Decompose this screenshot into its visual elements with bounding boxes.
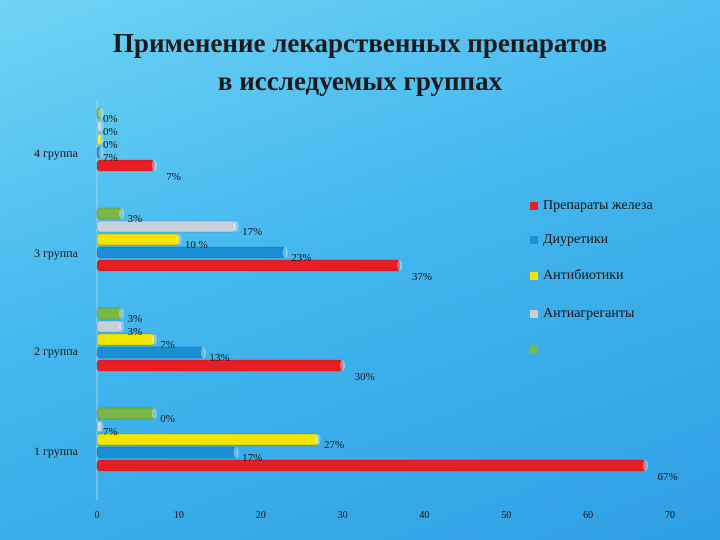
bar [96, 320, 122, 333]
bar [96, 359, 343, 372]
legend-swatch [530, 345, 538, 354]
data-label: 7% [160, 339, 175, 351]
bar [96, 133, 102, 146]
legend-label: Антиагреганты [543, 306, 635, 321]
bar [96, 433, 319, 446]
bar-end-cap [642, 460, 648, 471]
legend-swatch [530, 235, 538, 244]
x-tick-label: 60 [583, 510, 593, 521]
bar [96, 107, 102, 120]
bar-end-cap [151, 334, 157, 345]
data-label: 3% [128, 213, 143, 225]
bar-end-cap [98, 147, 104, 158]
legend-item: Антиагреганты [530, 306, 634, 322]
bar [96, 459, 646, 472]
bar-end-cap [200, 347, 206, 358]
data-label-end: 67% [657, 471, 677, 483]
bar [96, 407, 155, 420]
bar [96, 159, 155, 172]
data-label: 17% [242, 452, 262, 464]
data-label: 7% [103, 426, 118, 438]
data-label: 13% [209, 352, 229, 364]
data-label-end: 37% [412, 271, 432, 283]
data-label: 10 % [185, 239, 208, 251]
bar [96, 233, 180, 246]
legend-swatch [530, 309, 538, 318]
bar [96, 346, 204, 359]
bar-end-cap [98, 121, 104, 132]
bar [96, 146, 102, 159]
x-tick-label: 0 [95, 510, 100, 521]
legend-label: Диуретики [543, 232, 609, 247]
bar [96, 446, 237, 459]
category-label: 1 группа [34, 444, 79, 458]
data-label: 3% [128, 326, 143, 338]
bar-end-cap [119, 321, 125, 332]
data-label-end: 7% [166, 171, 181, 183]
data-label: 17% [242, 226, 262, 238]
bar-end-cap [233, 447, 239, 458]
bar [96, 120, 102, 133]
data-label: 0% [103, 139, 118, 151]
data-label: 3% [128, 313, 143, 325]
x-tick-label: 10 [174, 510, 184, 521]
data-label-end: 30% [355, 371, 375, 383]
bar [96, 307, 122, 320]
bar [96, 207, 122, 220]
bar-end-cap [119, 208, 125, 219]
data-label: 0% [103, 126, 118, 138]
bar-end-cap [98, 108, 104, 119]
bar [96, 333, 155, 346]
bar-end-cap [397, 260, 403, 271]
bar-end-cap [98, 134, 104, 145]
bar-end-cap [176, 234, 182, 245]
legend-label: Антибиотики [543, 268, 624, 283]
legend-swatch [530, 201, 538, 210]
category-label: 3 группа [34, 246, 79, 260]
x-tick-label: 50 [501, 510, 511, 521]
chart-title-line2: в исследуемых группах [217, 66, 503, 96]
bar-end-cap [151, 160, 157, 171]
data-label: 0% [160, 413, 175, 425]
x-tick-label: 30 [338, 510, 348, 521]
bar-end-cap [340, 360, 346, 371]
legend-item: Антибиотики [530, 268, 624, 284]
bar-end-cap [98, 421, 104, 432]
legend-item [530, 342, 543, 358]
bar-end-cap [151, 408, 157, 419]
bar-end-cap [282, 247, 288, 258]
data-label: 27% [324, 439, 344, 451]
category-label: 2 группа [34, 344, 79, 358]
legend-item: Диуретики [530, 232, 608, 248]
legend-swatch [530, 271, 538, 280]
legend-item: Препараты железа [530, 198, 653, 214]
chart-title: Применение лекарственных препаратов в ис… [0, 24, 720, 100]
data-label: 23% [291, 252, 311, 264]
data-label: 7% [103, 152, 118, 164]
x-tick-label: 20 [256, 510, 266, 521]
data-label: 0% [103, 113, 118, 125]
x-tick-label: 70 [665, 510, 675, 521]
bar [96, 259, 401, 272]
bar-end-cap [233, 221, 239, 232]
bar-end-cap [315, 434, 321, 445]
bar [96, 220, 237, 233]
x-tick-label: 40 [419, 510, 429, 521]
category-label: 4 группа [34, 146, 79, 160]
legend-label: Препараты железа [543, 198, 653, 213]
bar-end-cap [119, 308, 125, 319]
bar [96, 246, 286, 259]
bar [96, 420, 102, 433]
chart-title-line1: Применение лекарственных препаратов [112, 28, 608, 58]
